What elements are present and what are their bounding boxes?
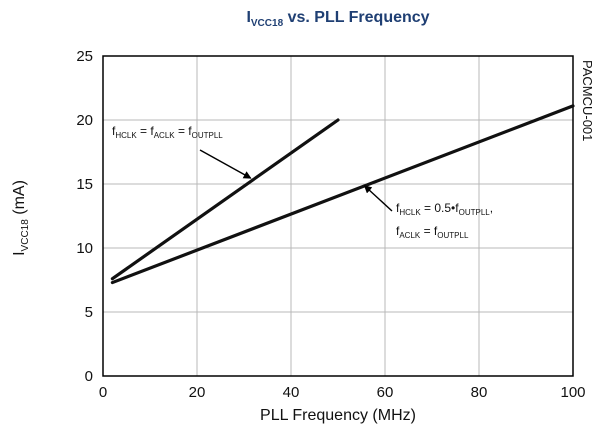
annotation-arrow-1 — [199, 149, 252, 179]
annotation-label-1: fHCLK = fACLK = fOUTPLL — [112, 124, 223, 140]
y-tick-label-0: 0 — [85, 368, 93, 385]
y-tick-label-1: 5 — [85, 304, 93, 321]
x-tick-label-3: 60 — [377, 384, 394, 401]
series-lines — [110, 104, 575, 285]
annotation-text-part: f — [396, 201, 400, 215]
annotation-label-2-line-2: fACLK = fOUTPLL — [396, 224, 469, 240]
annotation-text-part: f — [396, 224, 400, 238]
figure-id-label: PACMCU-001 — [580, 60, 595, 141]
annotation-arrow-2 — [363, 185, 393, 212]
x-tick-label-4: 80 — [471, 384, 488, 401]
y-axis-label: IVCC18 (mA) — [11, 180, 31, 256]
annotation-text-part: OUTPLL — [459, 208, 491, 217]
annotation-text-part: = f — [137, 124, 155, 138]
annotation-text-part: ACLK — [399, 231, 421, 240]
plot-grid — [103, 56, 573, 376]
chart-title-subscript: VCC18 — [251, 18, 284, 29]
x-tick-label-2: 40 — [283, 384, 300, 401]
y-tick-label-5: 25 — [76, 48, 93, 65]
plot-frame — [102, 55, 574, 377]
x-tick-label-0: 0 — [99, 384, 107, 401]
y-axis-label-rest: (mA) — [11, 180, 28, 219]
chart-title-rest: vs. PLL Frequency — [283, 9, 430, 26]
annotation-text-part: , — [490, 201, 493, 215]
series-line-2 — [110, 104, 575, 285]
y-tick-label-4: 20 — [76, 112, 93, 129]
y-axis-label-subscript: VCC18 — [20, 219, 31, 252]
annotation-label-2-line-1: fHCLK = 0.5•fOUTPLL, — [396, 201, 493, 217]
x-tick-label-5: 100 — [560, 384, 585, 401]
annotation-text-part: = f — [420, 224, 438, 238]
y-axis-ticks: 0 5 10 15 20 25 — [76, 48, 93, 385]
annotation-text-part: ACLK — [154, 131, 176, 140]
y-tick-label-2: 10 — [76, 240, 93, 257]
series-line-1 — [110, 118, 340, 281]
chart-title-main: I — [246, 9, 250, 26]
y-tick-label-3: 15 — [76, 176, 93, 193]
chart-title: IVCC18 vs. PLL Frequency — [246, 9, 429, 29]
annotation-text-part: HCLK — [399, 208, 421, 217]
annotation-text-part: = 0.5•f — [421, 201, 460, 215]
annotation-text-part: f — [112, 124, 116, 138]
x-axis-label: PLL Frequency (MHz) — [260, 407, 416, 424]
y-axis-label-main: I — [11, 251, 28, 255]
x-tick-label-1: 20 — [189, 384, 206, 401]
annotation-text-part: HCLK — [115, 131, 137, 140]
annotation-text-part: OUTPLL — [192, 131, 224, 140]
x-axis-ticks: 0 20 40 60 80 100 — [99, 384, 586, 401]
annotation-text-part: = f — [175, 124, 193, 138]
annotation-text-part: OUTPLL — [437, 231, 469, 240]
